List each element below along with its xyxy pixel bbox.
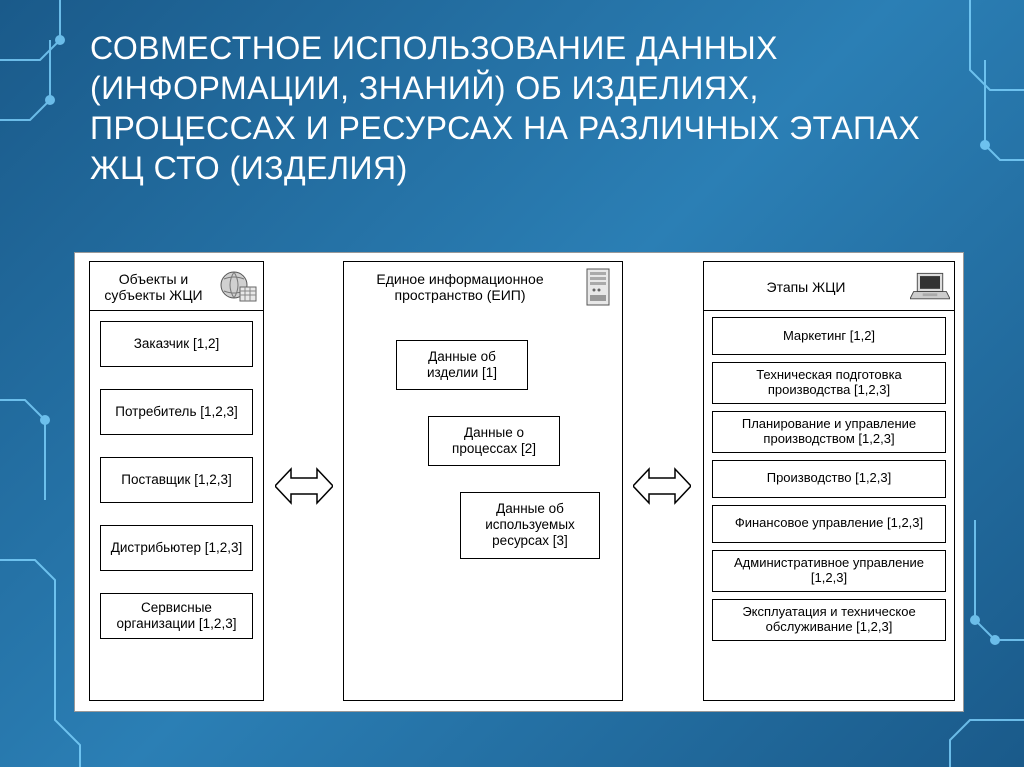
subject-item: Дистрибьютер [1,2,3] [100,525,253,571]
column-stages: Этапы ЖЦИ Маркетинг [1,2] Техническая по… [703,261,955,701]
server-icon [578,268,618,306]
subject-item: Сервисные организации [1,2,3] [100,593,253,639]
stages-list: Маркетинг [1,2] Техническая подготовка п… [704,311,954,647]
subject-item: Поставщик [1,2,3] [100,457,253,503]
bidirectional-arrow-icon [275,463,333,509]
diagram-container: Объекты и субъекты ЖЦИ Заказчик [1,2] П [74,252,964,712]
stage-item: Эксплуатация и техническое обслуживание … [712,599,946,641]
stage-item: Маркетинг [1,2] [712,317,946,355]
subjects-list: Заказчик [1,2] Потребитель [1,2,3] Поста… [90,311,263,649]
laptop-icon [910,268,950,306]
column-stages-header: Этапы ЖЦИ [704,262,954,311]
column-infospace-header: Единое информационное пространство (ЕИП) [344,262,622,310]
stage-item: Техническая подготовка производства [1,2… [712,362,946,404]
data-card-process: Данные о процессах [2] [428,416,560,466]
header-text-right: Этапы ЖЦИ [708,279,904,295]
header-text-left: Объекты и субъекты ЖЦИ [94,271,213,303]
header-text-mid: Единое информационное пространство (ЕИП) [348,271,572,303]
data-card-resources: Данные об используемых ресурсах [3] [460,492,600,559]
stage-item: Административное управление [1,2,3] [712,550,946,592]
column-subjects: Объекты и субъекты ЖЦИ Заказчик [1,2] П [89,261,264,701]
column-subjects-header: Объекты и субъекты ЖЦИ [90,262,263,311]
globe-icon [219,268,259,306]
stage-item: Финансовое управление [1,2,3] [712,505,946,543]
subject-item: Потребитель [1,2,3] [100,389,253,435]
bidirectional-arrow-icon [633,463,691,509]
stage-item: Производство [1,2,3] [712,460,946,498]
column-infospace: Единое информационное пространство (ЕИП)… [343,261,623,701]
infospace-cards: Данные об изделии [1] Данные о процессах… [344,326,622,686]
data-card-product: Данные об изделии [1] [396,340,528,390]
subject-item: Заказчик [1,2] [100,321,253,367]
slide-title: СОВМЕСТНОЕ ИСПОЛЬЗОВАНИЕ ДАННЫХ (ИНФОРМА… [90,28,964,188]
stage-item: Планирование и управление производством … [712,411,946,453]
